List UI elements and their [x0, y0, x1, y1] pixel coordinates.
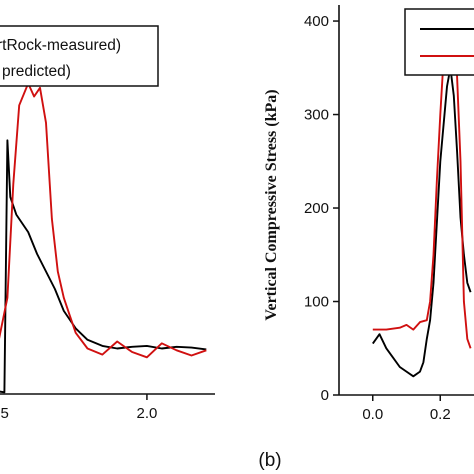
panel-b-series-line-2 [372, 24, 472, 349]
panel-a-series-line-2 [0, 82, 207, 359]
panel-b-y-tick-label: 100 [304, 294, 329, 311]
panel-a-legend-box [0, 25, 159, 87]
panel-a-series-line-1 [0, 139, 207, 394]
panel-b-chart: 0.0 0.2 0 100 200 300 400 Vertical Compressive… [263, 5, 474, 423]
panel-b-y-tick-label: 0 [321, 387, 329, 404]
panel-b-x-tick-label: 0.2 [430, 406, 451, 423]
panel-b-y-tick-label: 400 [304, 13, 329, 30]
panel-b-y-axis-label: Vertical Compressive Stress (kPa) [263, 89, 280, 320]
panel-b-y-tick-label: 200 [304, 200, 329, 217]
panel-a-chart: 1.5 2.0 rtRock-measured) predicted) [0, 25, 215, 422]
panel-a-x-ticks: 1.5 2.0 [0, 394, 157, 422]
panel-a-x-tick-label: 1.5 [0, 405, 9, 422]
panel-b-x-tick-label: 0.0 [362, 406, 383, 423]
panel-b-legend-box [404, 8, 474, 76]
panel-a-x-tick-label: 2.0 [136, 405, 157, 422]
panel-b-series [372, 24, 472, 378]
panel-b-ticks: 0.0 0.2 0 100 200 300 400 [304, 13, 451, 423]
panel-b-label: (b) [258, 450, 281, 471]
panel-a-series [0, 82, 207, 394]
panel-a-legend-entry-2: predicted) [2, 63, 71, 80]
panel-a-legend-entry-1: rtRock-measured) [0, 37, 121, 54]
panel-b-y-tick-label: 300 [304, 107, 329, 124]
panel-b-series-line-1 [372, 66, 472, 378]
